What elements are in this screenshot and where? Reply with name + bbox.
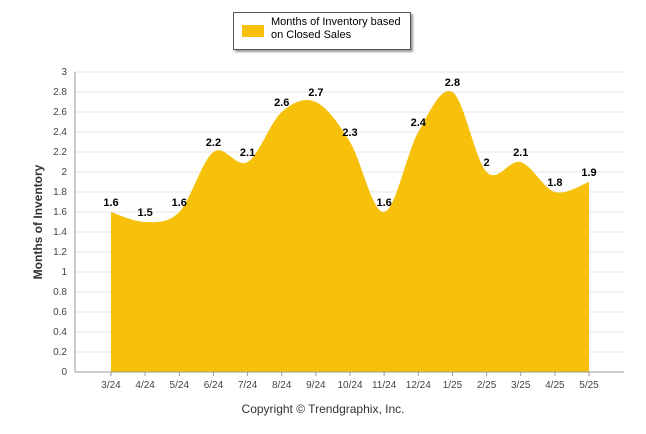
data-labels: 1.6 1.5 1.6 2.2 2.1 2.6 2.7 2.3 1.6 2.4 2.8 2 2.1 1.8… — [103, 77, 596, 219]
x-tick-label: 11/24 — [372, 380, 397, 391]
data-label: 2.4 — [411, 117, 427, 129]
data-label: 2.8 — [445, 77, 460, 89]
data-label: 2 — [484, 157, 490, 169]
data-label: 2.3 — [342, 127, 357, 139]
y-tick-label: 1.4 — [53, 227, 67, 238]
x-tick-label: 8/24 — [272, 380, 292, 391]
y-tick-label: 0 — [61, 367, 67, 378]
data-label: 2.7 — [308, 87, 323, 99]
y-tick-label: 1.2 — [53, 247, 67, 258]
y-tick-label: 2.8 — [53, 87, 67, 98]
x-tick-label: 9/24 — [306, 380, 326, 391]
data-label: 1.9 — [581, 167, 596, 179]
data-label: 2.1 — [513, 147, 528, 159]
x-axis-ticks: 3/24 4/24 5/24 6/24 7/24 8/24 9/24 10/24 11/24 12… — [101, 372, 599, 391]
x-tick-label: 6/24 — [204, 380, 224, 391]
data-label: 2.2 — [206, 137, 221, 149]
x-tick-label: 4/25 — [545, 380, 565, 391]
series-area — [111, 90, 589, 372]
x-tick-label: 2/25 — [477, 380, 497, 391]
legend-label: Months of Inventory based on Closed Sale… — [271, 16, 401, 41]
x-tick-label: 5/25 — [579, 380, 599, 391]
data-label: 2.1 — [240, 147, 255, 159]
x-tick-label: 4/24 — [135, 380, 155, 391]
x-tick-label: 1/25 — [443, 380, 463, 391]
data-label: 1.6 — [103, 197, 118, 209]
y-tick-label: 2.6 — [53, 107, 67, 118]
x-tick-label: 10/24 — [337, 380, 362, 391]
y-tick-label: 0.8 — [53, 287, 67, 298]
x-tick-label: 12/24 — [406, 380, 431, 391]
y-tick-label: 2.2 — [53, 147, 67, 158]
data-label: 2.6 — [274, 97, 289, 109]
y-tick-label: 2.4 — [53, 127, 67, 138]
copyright-text: Copyright © Trendgraphix, Inc. — [241, 402, 405, 416]
y-tick-label: 1.8 — [53, 187, 67, 198]
x-tick-label: 7/24 — [238, 380, 258, 391]
x-tick-label: 3/25 — [511, 380, 531, 391]
data-label: 1.8 — [547, 177, 562, 189]
y-tick-label: 2 — [61, 167, 67, 178]
y-tick-label: 3 — [61, 67, 67, 78]
y-axis-ticks: 0 0.2 0.4 0.6 0.8 1 1.2 1.4 1.6 1.8 2 2.2 2.4 2.6 2.8 3 — [53, 67, 67, 378]
y-tick-label: 1.6 — [53, 207, 67, 218]
legend-swatch — [242, 25, 264, 37]
y-axis-label: Months of Inventory — [31, 164, 45, 280]
x-tick-label: 3/24 — [101, 380, 121, 391]
series-area-fill — [111, 90, 589, 372]
y-tick-label: 0.6 — [53, 307, 67, 318]
data-label: 1.5 — [137, 207, 152, 219]
data-label: 1.6 — [172, 197, 187, 209]
legend: Months of Inventory based on Closed Sale… — [233, 12, 411, 50]
data-label: 1.6 — [376, 197, 391, 209]
y-tick-label: 0.2 — [53, 347, 67, 358]
y-tick-label: 1 — [61, 267, 67, 278]
y-tick-label: 0.4 — [53, 327, 67, 338]
x-tick-label: 5/24 — [170, 380, 190, 391]
